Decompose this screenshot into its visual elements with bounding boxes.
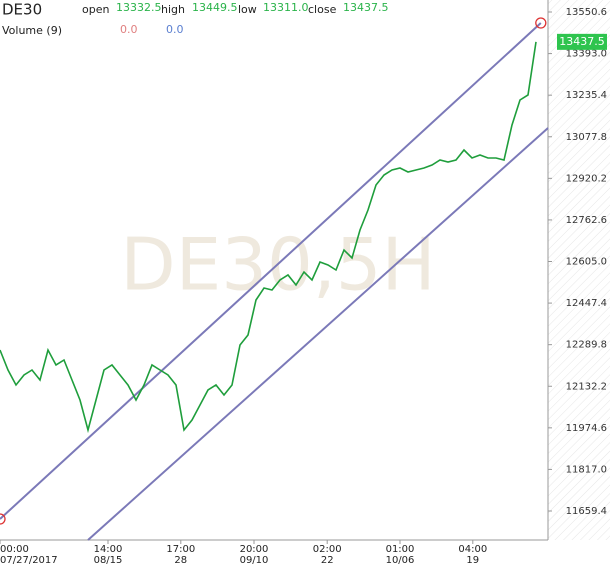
- last-price-box: [557, 33, 607, 50]
- open-label: open: [82, 3, 109, 16]
- close-label: close: [308, 3, 337, 16]
- x-tick-sublabel: 09/10: [240, 555, 269, 566]
- x-tick-label: 20:00: [240, 544, 269, 555]
- x-tick-sublabel: 07/27/2017: [0, 555, 58, 566]
- x-tick-sublabel: 22: [321, 555, 334, 566]
- channel-anchor: [535, 17, 547, 29]
- channel-anchor: [0, 513, 6, 525]
- low-value: 13311.0: [263, 1, 309, 14]
- low-label: low: [238, 3, 257, 16]
- symbol-title: DE30: [2, 1, 42, 19]
- channel-line: [87, 127, 549, 541]
- x-tick-sublabel: 19: [466, 555, 479, 566]
- x-tick-label: 04:00: [458, 544, 487, 555]
- price-line: [0, 41, 537, 434]
- y-tick-label: 12762.6: [566, 215, 607, 226]
- x-tick-label: 02:00: [313, 544, 342, 555]
- channel-line: [0, 22, 542, 520]
- y-tick-label: 12447.4: [566, 298, 607, 309]
- close-value: 13437.5: [343, 1, 389, 14]
- y-tick-label: 12289.8: [566, 340, 607, 351]
- y-tick-label: 13235.4: [566, 90, 607, 101]
- x-tick-label: 14:00: [94, 544, 123, 555]
- x-tick-sublabel: 10/06: [386, 555, 415, 566]
- y-tick-label: 11817.0: [566, 464, 607, 475]
- y-tick-label: 13393.0: [566, 49, 607, 60]
- volume-value: 0.0: [120, 23, 138, 36]
- y-tick-label: 11659.4: [566, 506, 607, 517]
- price-axis-area: [548, 0, 610, 540]
- y-tick-label: 12605.0: [566, 257, 607, 268]
- x-tick-label: 00:00: [0, 544, 29, 555]
- y-tick-label: 12132.2: [566, 381, 607, 392]
- volume-label: Volume (9): [2, 24, 62, 37]
- volume-value: 0.0: [166, 23, 184, 36]
- y-tick-label: 13550.6: [566, 7, 607, 18]
- x-tick-sublabel: 28: [174, 555, 187, 566]
- high-label: high: [161, 3, 185, 16]
- open-value: 13332.5: [116, 1, 162, 14]
- x-tick-label: 01:00: [386, 544, 415, 555]
- y-tick-label: 11974.6: [566, 423, 607, 434]
- y-tick-label: 13077.8: [566, 132, 607, 143]
- high-value: 13449.5: [192, 1, 238, 14]
- x-tick-sublabel: 08/15: [94, 555, 123, 566]
- last-price-label: 13437.5: [559, 35, 605, 48]
- x-tick-label: 17:00: [166, 544, 195, 555]
- y-tick-label: 12920.2: [566, 173, 607, 184]
